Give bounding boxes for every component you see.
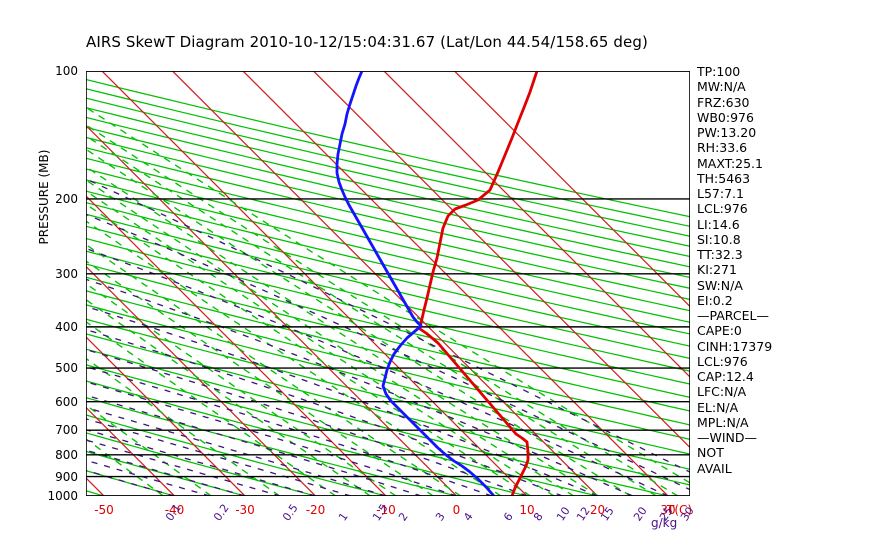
- sounding-indices-panel: TP:100 MW:N/A FRZ:630 WB0:976 PW:13.20 RH:33.…: [697, 64, 817, 476]
- mixing-ratio-tick: 0.5: [279, 501, 301, 524]
- sounding-index-item: WB0:976: [697, 109, 754, 125]
- pressure-tick: 800: [55, 447, 78, 462]
- sounding-index-item: MW:N/A: [697, 79, 746, 95]
- sounding-index-item: FRZ:630: [697, 94, 750, 110]
- pressure-tick: 900: [55, 469, 78, 484]
- pressure-tick: 400: [55, 319, 78, 334]
- bottom-temp-tick: -30: [235, 503, 255, 517]
- bottom-temp-tick: 20: [589, 503, 606, 517]
- sounding-index-item: LCL:976: [697, 201, 748, 217]
- sounding-index-item: CAPE:0: [697, 323, 742, 339]
- bottom-temp-tick: 0: [452, 503, 461, 517]
- bottom-temp-tick: -20: [305, 503, 326, 517]
- mixing-ratio-tick: 0.2: [211, 501, 232, 524]
- sounding-index-item: LFC:N/A: [697, 384, 747, 400]
- sounding-index-item: EL:N/A: [697, 399, 739, 415]
- pressure-tick: 200: [55, 191, 78, 206]
- mixing-ratio-tick: 20: [630, 504, 650, 524]
- plot-background: [86, 71, 690, 496]
- temperature-axis-unit-label: T(C): [667, 503, 693, 517]
- sounding-index-item: TH:5463: [697, 170, 751, 186]
- skewt-plot-svg: [86, 71, 690, 496]
- mixing-ratio-tick: 8: [530, 510, 546, 524]
- mixing-ratio-tick: 4: [460, 510, 476, 524]
- sounding-index-item: CINH:17379: [697, 338, 773, 354]
- pressure-tick: 600: [55, 394, 78, 409]
- sounding-index-item: SW:N/A: [697, 277, 743, 293]
- sounding-index-item: PW:13.20: [697, 125, 757, 140]
- page-title: AIRS SkewT Diagram 2010-10-12/15:04:31.6…: [86, 33, 648, 51]
- pressure-tick: 500: [55, 361, 78, 376]
- sounding-index-item: TP:100: [697, 64, 741, 79]
- mixing-ratio-tick: 10: [554, 504, 573, 524]
- sounding-index-item: MAXT:25.1: [697, 155, 763, 171]
- sounding-curves: [335, 71, 539, 496]
- sounding-index-item: AVAIL: [697, 460, 732, 476]
- pressure-tick: 700: [55, 423, 78, 438]
- sounding-index-item: RH:33.6: [697, 140, 748, 156]
- bottom-temp-tick: 30: [660, 503, 676, 517]
- sounding-index-item: EI:0.2: [697, 292, 733, 308]
- sounding-index-item: CAP:12.4: [697, 369, 754, 384]
- mixing-ratio-tick: 6: [501, 510, 516, 524]
- mixing-ratio-tick: 2: [395, 510, 411, 524]
- bottom-temp-tick: -40: [164, 503, 185, 517]
- sounding-index-item: L57:7.1: [697, 186, 744, 201]
- mixing-ratio-tick: 3: [433, 510, 448, 524]
- sounding-index-item: LI:14.6: [697, 216, 740, 232]
- bottom-temp-tick: -50: [94, 503, 114, 517]
- pressure-tick: 1000: [47, 489, 78, 503]
- sounding-index-item: LCL:976: [697, 353, 748, 369]
- mixing-ratio-tick: 1: [335, 510, 351, 524]
- pressure-tick: 100: [55, 64, 78, 78]
- sounding-index-item: —PARCEL—: [697, 308, 769, 323]
- sounding-index-item: TT:32.3: [697, 247, 743, 262]
- sounding-index-item: NOT: [697, 445, 724, 461]
- sounding-index-item: SI:10.8: [697, 231, 741, 247]
- sounding-index-item: MPL:N/A: [697, 414, 749, 430]
- sounding-index-item: KI:271: [697, 262, 737, 278]
- pressure-tick: 300: [55, 266, 78, 281]
- plot-area: [86, 71, 690, 496]
- bottom-temp-tick: -10: [376, 503, 396, 517]
- isobar-lines: [86, 71, 690, 496]
- isotherm-lines: [86, 71, 690, 496]
- sounding-index-item: —WIND—: [697, 430, 758, 445]
- mixing-ratio-unit-label: g/kg: [651, 516, 678, 530]
- bottom-temp-tick: 10: [519, 503, 535, 517]
